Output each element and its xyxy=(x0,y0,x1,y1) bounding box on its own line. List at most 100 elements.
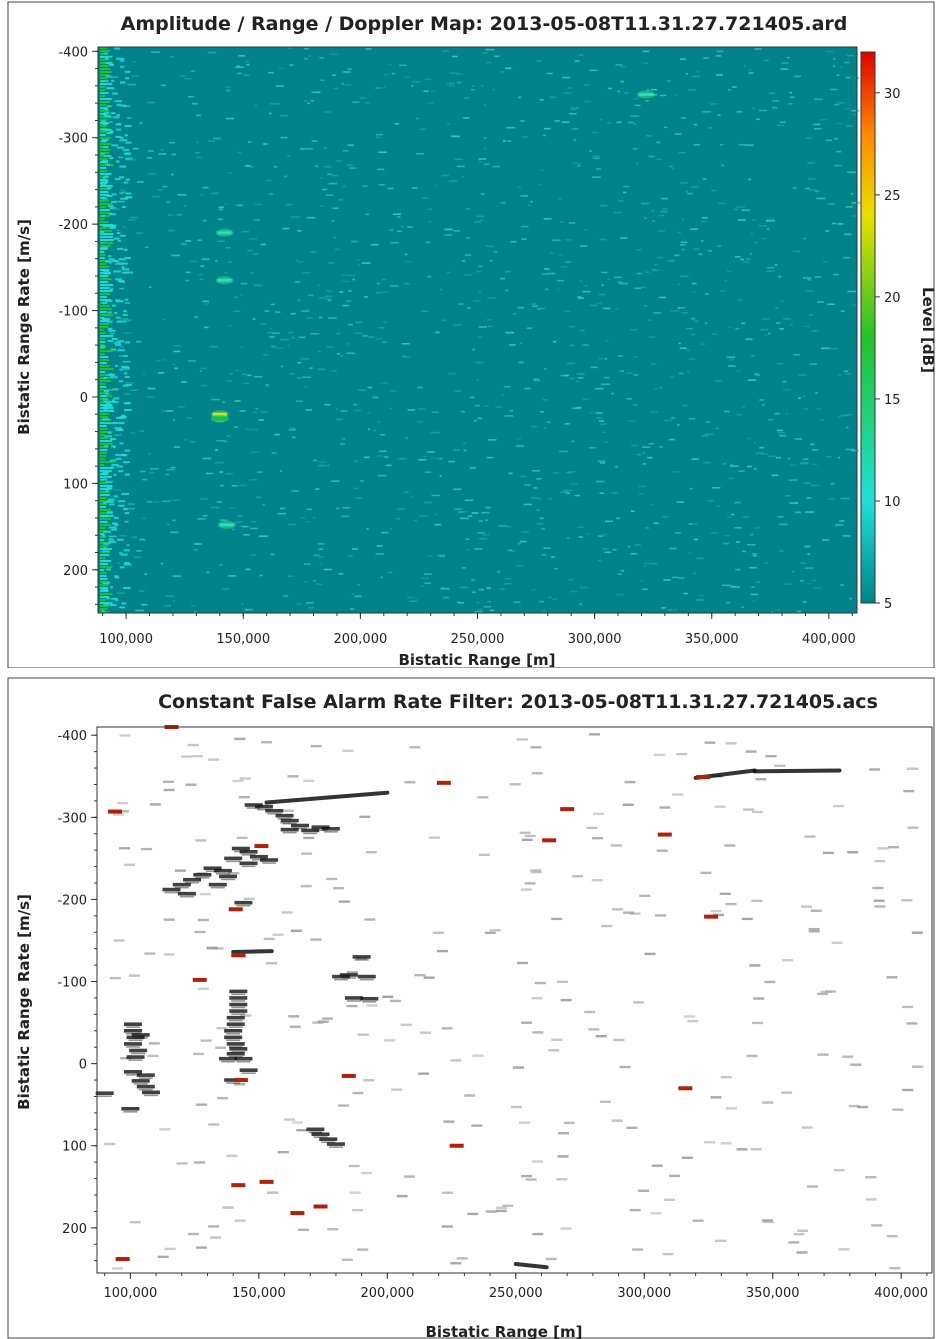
heatmap-noise-cell xyxy=(766,218,775,220)
cfar-strong-detection xyxy=(226,1015,245,1020)
heatmap-noise-cell xyxy=(809,443,815,446)
heatmap-noise-cell xyxy=(488,439,497,441)
heatmap-edge-cell xyxy=(100,152,105,155)
heatmap-noise-cell xyxy=(543,268,550,270)
heatmap-noise-cell xyxy=(444,234,453,236)
heatmap-noise-cell xyxy=(114,208,120,210)
heatmap-noise-cell xyxy=(505,289,509,292)
heatmap-noise-cell xyxy=(598,293,606,296)
heatmap-noise-cell xyxy=(733,208,738,211)
heatmap-noise-cell xyxy=(201,384,208,387)
heatmap-noise-cell xyxy=(784,583,793,585)
heatmap-noise-cell xyxy=(271,345,276,348)
cfar-xtick-label: 150,000 xyxy=(232,1286,286,1301)
heatmap-edge-cell xyxy=(100,482,109,484)
cfar-red-detection xyxy=(657,832,672,837)
cfar-strong-detection xyxy=(228,1026,243,1029)
heatmap-noise-cell xyxy=(229,507,236,509)
heatmap-noise-cell xyxy=(711,189,717,192)
heatmap-noise-cell xyxy=(643,565,646,568)
colorbar-tick-label: 15 xyxy=(884,393,901,408)
heatmap-noise-cell xyxy=(818,128,823,130)
cfar-strong-detection xyxy=(123,1070,142,1074)
heatmap-edge-cell xyxy=(100,572,107,574)
heatmap-noise-cell xyxy=(370,243,379,246)
heatmap-noise-cell xyxy=(392,213,401,216)
cfar-faint-detection xyxy=(623,911,635,914)
cfar-strong-detection xyxy=(229,1002,248,1007)
heatmap-noise-cell xyxy=(543,547,551,549)
heatmap-noise-cell xyxy=(711,486,721,489)
heatmap-noise-cell xyxy=(536,509,540,511)
heatmap-edge-cell xyxy=(119,139,128,142)
heatmap-noise-cell xyxy=(626,398,632,400)
heatmap-noise-cell xyxy=(646,135,653,137)
heatmap-noise-cell xyxy=(340,410,348,412)
heatmap-noise-cell xyxy=(812,579,816,582)
cfar-faint-detection xyxy=(290,929,302,933)
cfar-strong-detection xyxy=(257,808,271,811)
heatmap-noise-cell xyxy=(197,518,206,520)
heatmap-noise-cell xyxy=(216,439,226,442)
heatmap-edge-cell xyxy=(102,176,106,179)
heatmap-noise-cell xyxy=(746,465,752,468)
heatmap-edge-cell xyxy=(104,435,113,438)
heatmap-noise-cell xyxy=(629,328,638,331)
heatmap-noise-cell xyxy=(172,519,176,522)
heatmap-noise-cell xyxy=(554,567,558,570)
heatmap-noise-cell xyxy=(743,65,747,68)
cfar-strong-detection xyxy=(277,817,292,820)
heatmap-noise-cell xyxy=(756,118,760,121)
heatmap-noise-cell xyxy=(617,355,623,357)
heatmap-noise-cell xyxy=(607,122,612,124)
heatmap-noise-cell xyxy=(352,278,355,281)
cfar-faint-detection xyxy=(147,1054,159,1058)
heatmap-edge-cell xyxy=(100,329,105,331)
heatmap-noise-cell xyxy=(558,253,563,256)
heatmap-noise-cell xyxy=(779,328,785,330)
heatmap-noise-cell xyxy=(547,272,556,275)
heatmap-noise-cell xyxy=(571,128,579,130)
cfar-strong-detection xyxy=(221,1060,236,1063)
heatmap-noise-cell xyxy=(748,379,757,381)
heatmap-edge-cell xyxy=(100,338,106,340)
heatmap-noise-cell xyxy=(197,239,202,241)
heatmap-noise-cell xyxy=(606,340,609,342)
heatmap-noise-cell xyxy=(844,61,850,64)
cfar-faint-detection xyxy=(622,803,634,806)
heatmap-noise-cell xyxy=(374,87,382,89)
heatmap-noise-cell xyxy=(728,358,735,361)
heatmap-edge-cell xyxy=(103,270,110,273)
heatmap-edge-cell xyxy=(111,304,117,307)
heatmap-noise-cell xyxy=(493,250,498,253)
heatmap-noise-cell xyxy=(600,383,610,386)
heatmap-noise-cell xyxy=(680,244,686,246)
heatmap-noise-cell xyxy=(530,303,537,305)
heatmap-noise-cell xyxy=(673,609,678,612)
heatmap-edge-cell xyxy=(115,453,121,456)
heatmap-noise-cell xyxy=(465,208,471,210)
heatmap-noise-cell xyxy=(291,490,300,492)
heatmap-noise-cell xyxy=(625,372,633,375)
heatmap-noise-cell xyxy=(404,253,408,256)
cfar-panel: Constant False Alarm Rate Filter: 2013-0… xyxy=(0,676,937,1339)
heatmap-edge-cell xyxy=(104,445,108,448)
heatmap-noise-cell xyxy=(660,210,668,213)
heatmap-noise-cell xyxy=(320,79,325,81)
heatmap-noise-cell xyxy=(723,534,730,537)
heatmap-noise-cell xyxy=(250,554,256,556)
cfar-faint-detection xyxy=(303,779,315,783)
cfar-strong-detection xyxy=(185,881,200,884)
heatmap-noise-cell xyxy=(596,412,603,414)
heatmap-edge-cell xyxy=(111,260,117,263)
heatmap-noise-cell xyxy=(331,174,339,177)
heatmap-noise-cell xyxy=(500,71,505,73)
heatmap-noise-cell xyxy=(758,109,768,112)
heatmap-noise-cell xyxy=(206,571,210,574)
heatmap-noise-cell xyxy=(687,371,690,373)
heatmap-noise-cell xyxy=(839,66,843,69)
cfar-faint-detection xyxy=(586,826,598,830)
heatmap-edge-cell xyxy=(100,503,107,505)
heatmap-noise-cell xyxy=(243,74,250,76)
cfar-faint-detection xyxy=(736,1148,748,1151)
